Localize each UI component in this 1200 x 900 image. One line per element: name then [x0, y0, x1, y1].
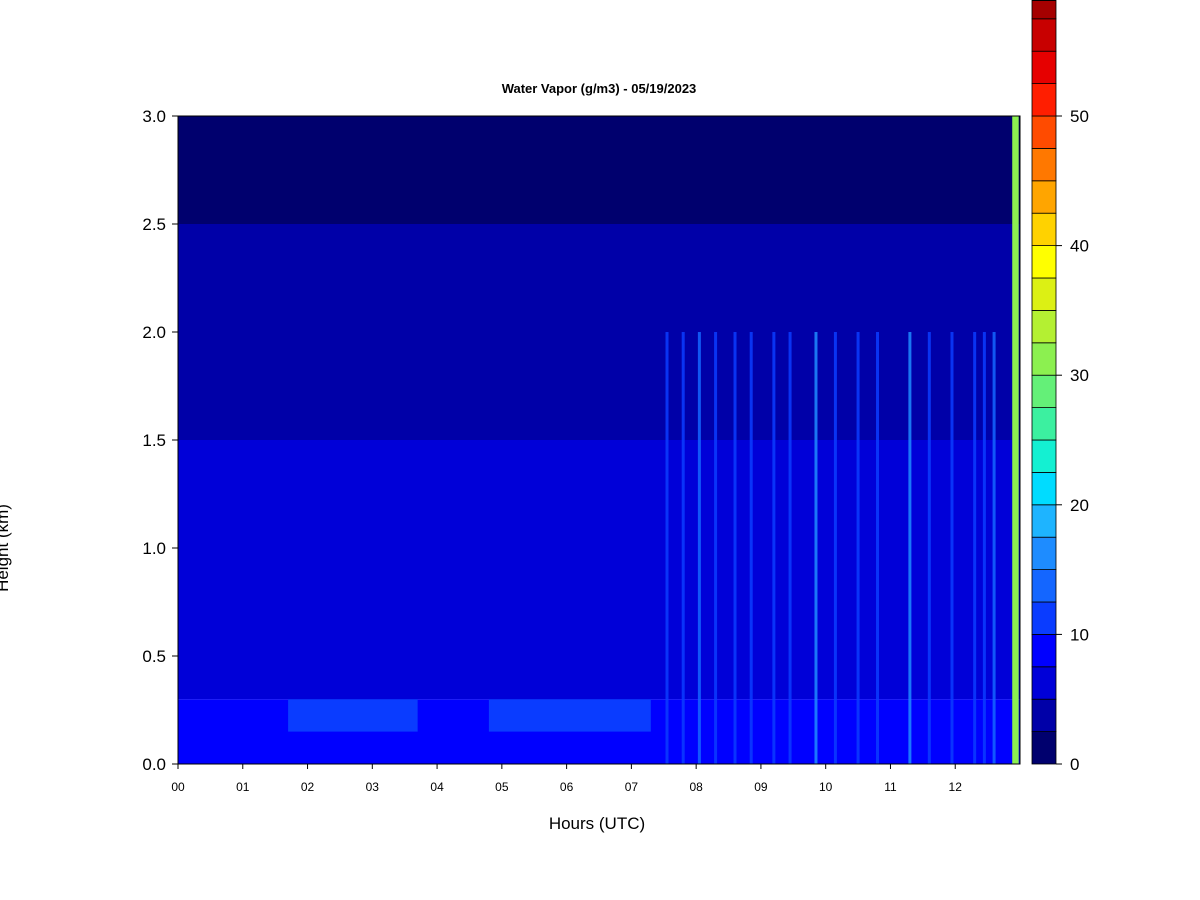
x-tick-label: 10 [819, 780, 833, 794]
colorbar-swatch [1031, 245, 1057, 279]
colorbar-swatch [1031, 407, 1057, 441]
colorbar-swatch [1031, 309, 1057, 344]
heatmap-streak-11 [876, 332, 880, 764]
x-tick-label: 04 [430, 780, 444, 794]
heatmap-streak-1 [681, 332, 685, 764]
y-tick-label: 2.5 [142, 215, 166, 234]
colorbar-swatch [1031, 0, 1057, 20]
heatmap-streak-13 [927, 332, 931, 764]
colorbar-swatch [1031, 374, 1057, 409]
x-tick-label: 11 [884, 780, 897, 794]
heatmap-streak-6 [772, 332, 776, 764]
x-tick-label: 06 [560, 780, 574, 794]
y-tick-label: 1.0 [142, 539, 166, 558]
colorbar-swatch [1031, 471, 1057, 506]
colorbar-swatch [1031, 50, 1057, 85]
heatmap-streak-15 [973, 332, 977, 764]
heatmap-streak-3 [714, 332, 718, 764]
colorbar-swatch [1031, 18, 1057, 52]
y-tick-label: 0.5 [142, 647, 166, 666]
colorbar: 0 10 20 30 40 50 [1031, 0, 1089, 774]
colorbar-tick-label: 20 [1070, 496, 1089, 515]
heatmap-edge-column [1012, 116, 1019, 764]
heatmap-streak-9 [833, 332, 837, 764]
colorbar-swatch [1031, 180, 1057, 214]
colorbar-tick-label: 0 [1070, 755, 1079, 774]
colorbar-swatch [1031, 504, 1057, 538]
heatmap-cell-2-0 [178, 440, 1020, 700]
plot-area [178, 116, 1020, 764]
heatmap-streak-12 [908, 332, 912, 764]
chart-title: Water Vapor (g/m3) - 05/19/2023 [502, 81, 697, 96]
colorbar-swatch [1031, 212, 1057, 246]
x-axis-label: Hours (UTC) [549, 814, 645, 833]
y-tick-label: 0.0 [142, 755, 166, 774]
heatmap-streak-0 [665, 332, 669, 764]
y-tick-label: 3.0 [142, 107, 166, 126]
colorbar-swatch [1031, 147, 1057, 182]
colorbar-swatch [1031, 731, 1057, 765]
colorbar-swatch [1031, 666, 1057, 700]
colorbar-swatch [1031, 439, 1057, 473]
y-tick-label: 1.5 [142, 431, 166, 450]
heatmap-streak-7 [788, 332, 792, 764]
colorbar-swatch [1031, 634, 1057, 668]
colorbar-tick-label: 50 [1070, 107, 1089, 126]
x-tick-label: 00 [171, 780, 185, 794]
heatmap-cell-5-0 [178, 116, 1020, 224]
colorbar-swatch [1031, 698, 1057, 733]
y-tick-label: 2.0 [142, 323, 166, 342]
x-tick-label: 01 [236, 780, 250, 794]
heatmap-streak-5 [749, 332, 753, 764]
y-axis-label: Height (km) [0, 504, 12, 592]
x-tick-label: 03 [366, 780, 380, 794]
colorbar-tick-label: 30 [1070, 366, 1089, 385]
heatmap-streak-16 [982, 332, 986, 764]
colorbar-swatch [1031, 601, 1057, 635]
heatmap-streak-17 [992, 332, 996, 764]
heatmap-cell-4-0 [178, 224, 1020, 332]
x-tick-label: 12 [949, 780, 963, 794]
colorbar-swatch [1031, 342, 1057, 376]
colorbar-tick-label: 10 [1070, 625, 1089, 644]
colorbar-swatch [1031, 83, 1057, 117]
x-tick-label: 08 [689, 780, 703, 794]
colorbar-swatch [1031, 569, 1057, 603]
heatmap-cell-3-0 [178, 332, 1020, 440]
heatmap-streak-8 [814, 332, 818, 764]
colorbar-swatch [1031, 115, 1057, 149]
colorbar-swatch [1031, 277, 1057, 311]
heatmap-streak-10 [856, 332, 860, 764]
y-axis: 0.0 0.5 1.0 1.5 2.0 2.5 3.0 [142, 107, 178, 774]
top-edge-marker [1032, 0, 1056, 1]
x-axis: 00 01 02 03 04 05 06 07 08 09 10 11 12 [171, 764, 962, 794]
x-tick-label: 07 [625, 780, 639, 794]
heatmap-streak-2 [697, 332, 701, 764]
heatmap-streak-14 [950, 332, 954, 764]
x-tick-label: 05 [495, 780, 509, 794]
x-tick-label: 09 [754, 780, 768, 794]
x-tick-label: 02 [301, 780, 315, 794]
colorbar-tick-label: 40 [1070, 237, 1089, 256]
colorbar-swatch [1031, 536, 1057, 571]
heatmap-streak-4 [733, 332, 737, 764]
